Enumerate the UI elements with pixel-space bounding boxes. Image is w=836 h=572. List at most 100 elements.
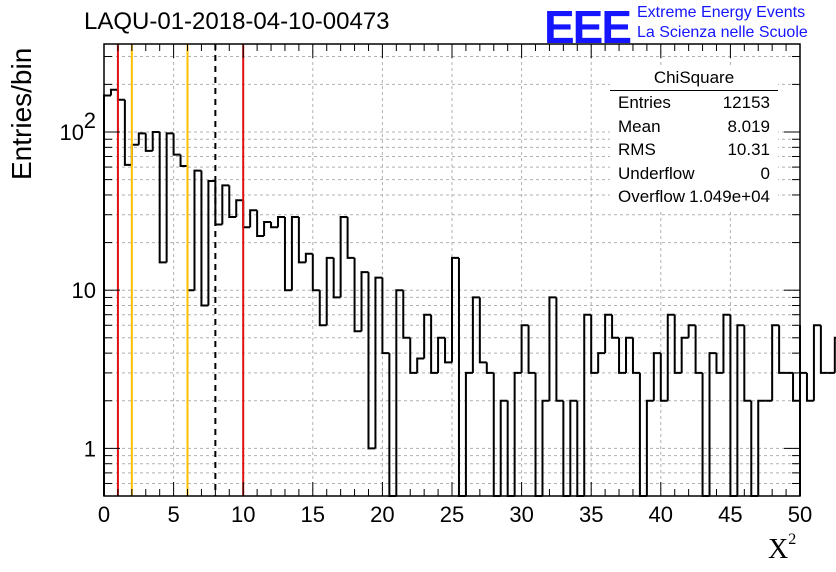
histogram-bin	[116, 89, 125, 101]
histogram-bin	[638, 372, 647, 497]
x-tick-label: 0	[98, 502, 110, 527]
histogram-bin	[416, 357, 425, 373]
histogram-bin	[165, 132, 174, 263]
histogram-bin	[534, 372, 543, 497]
stats-label: RMS	[618, 140, 656, 159]
histogram-bin	[388, 353, 397, 497]
histogram-bin	[729, 314, 738, 497]
histogram-bin	[311, 253, 320, 292]
histogram-bin	[812, 324, 821, 401]
histogram-bin	[158, 132, 167, 264]
histogram-bin	[743, 325, 752, 402]
histogram-bin	[451, 256, 459, 363]
histogram-bin	[659, 353, 668, 402]
logo-subtitle-2: La Scienza nelle Scuole	[637, 24, 808, 41]
histogram-bin	[708, 352, 717, 496]
histogram-bin	[805, 372, 814, 402]
histogram-bin	[353, 257, 362, 333]
histogram-bin	[249, 209, 258, 228]
histogram-bin	[444, 337, 452, 364]
histogram-bin	[701, 372, 710, 497]
histogram-bin	[597, 352, 606, 373]
histogram-bin	[346, 217, 355, 259]
histogram-bin	[374, 276, 383, 449]
x-tick-label: 15	[301, 502, 325, 527]
stats-row: RMS 10.31	[610, 138, 778, 162]
cut-lines	[116, 44, 245, 496]
histogram-bin	[109, 88, 118, 96]
logo-subtitle-1: Extreme Energy Events	[637, 4, 806, 21]
histogram-bin	[228, 185, 237, 219]
histogram-bin	[555, 297, 564, 402]
y-tick-label-exponent: 2	[84, 108, 96, 133]
histogram-bin	[318, 290, 327, 327]
histogram-bin	[186, 165, 195, 292]
x-tick-label: 50	[788, 502, 812, 527]
x-tick-label: 30	[509, 502, 533, 527]
histogram-bin	[590, 314, 599, 374]
histogram-bin	[631, 337, 640, 374]
histogram-bin	[214, 181, 223, 226]
histogram-bin	[471, 296, 480, 373]
stats-label: Underflow	[618, 163, 695, 183]
histogram-bin	[819, 325, 828, 374]
x-tick-label: 35	[579, 502, 603, 527]
stats-value: 12153	[722, 93, 770, 112]
x-tick-label: 25	[440, 502, 464, 527]
histogram-bin	[792, 372, 800, 402]
histogram-bin	[367, 272, 376, 450]
histogram-bin	[687, 324, 696, 338]
histogram-bin	[304, 252, 313, 263]
stats-value: 10.31	[727, 140, 770, 159]
y-tick-label: 1	[84, 436, 96, 461]
histogram-bin	[179, 154, 188, 167]
histogram-bin	[339, 216, 348, 298]
stats-value: 8.019	[727, 116, 770, 136]
histogram-bin	[652, 352, 661, 401]
stats-box: ChiSquare Entries 12153 Mean 8.019 RMS 10.31 U…	[610, 68, 778, 209]
histogram-bin	[437, 336, 446, 373]
histogram-bin	[799, 371, 807, 401]
stats-title: ChiSquare	[610, 68, 778, 91]
histogram-bin	[402, 290, 411, 339]
histogram-bin	[172, 133, 181, 156]
stats-value: 1.049e+04	[689, 187, 770, 206]
histogram-bin	[277, 216, 285, 228]
histogram-bin	[694, 325, 703, 374]
histogram-bin	[137, 132, 146, 145]
x-tick-label: 10	[231, 502, 255, 527]
histogram-bin	[123, 99, 132, 166]
histogram-bin	[645, 399, 654, 496]
histogram-bin	[520, 324, 529, 373]
histogram-bin	[221, 184, 230, 225]
histogram-bin	[235, 199, 244, 218]
histogram-bin	[673, 314, 682, 374]
histogram-bin	[485, 362, 494, 374]
histogram-bin	[242, 200, 251, 229]
chart-title: LAQU-01-2018-04-10-00473	[84, 8, 390, 35]
histogram-bin	[409, 337, 418, 374]
histogram-bin	[625, 336, 633, 373]
histogram-bin	[290, 216, 299, 291]
histogram-bin	[325, 256, 334, 326]
histogram-bin	[395, 289, 404, 496]
histogram-bin	[492, 372, 501, 497]
histogram-bin	[715, 353, 724, 374]
y-tick-label: 10	[72, 278, 96, 303]
stats-label: Mean	[618, 116, 661, 136]
x-tick-label: 45	[718, 502, 742, 527]
stats-label: Entries	[618, 93, 671, 112]
x-tick-label: 20	[370, 502, 394, 527]
histogram-bin	[541, 399, 550, 496]
histogram-bin	[771, 324, 780, 401]
histogram-bin	[283, 217, 292, 292]
histogram-bin	[457, 257, 466, 497]
histogram-bin	[423, 313, 432, 359]
histogram-bin	[263, 220, 272, 237]
histogram-bin	[360, 271, 369, 332]
histogram-bin	[722, 313, 731, 373]
stats-row: Underflow 0	[610, 162, 778, 186]
histogram-bin	[778, 325, 787, 374]
